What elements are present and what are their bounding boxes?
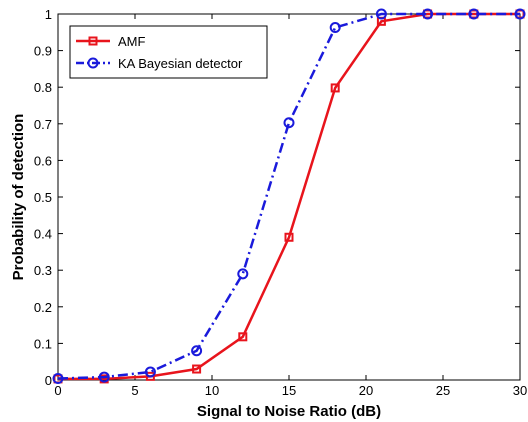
y-tick-label: 0.4	[34, 227, 52, 242]
y-tick-label: 0.1	[34, 336, 52, 351]
data-point	[98, 371, 110, 383]
y-axis-title: Probability of detection	[10, 114, 27, 281]
legend-item: KA Bayesian detector	[76, 56, 243, 71]
y-tick-label: 0.7	[34, 117, 52, 132]
data-point	[192, 364, 202, 374]
legend-item: AMF	[76, 34, 146, 49]
data-point	[329, 22, 341, 34]
y-tick-label: 0.2	[34, 300, 52, 315]
y-tick-label: 0.3	[34, 263, 52, 278]
data-point	[283, 117, 295, 129]
x-tick-label: 0	[54, 383, 61, 398]
x-tick-label: 10	[205, 383, 219, 398]
x-tick-label: 30	[513, 383, 527, 398]
x-tick-label: 20	[359, 383, 373, 398]
y-tick-label: 0	[45, 373, 52, 388]
y-tick-label: 0.9	[34, 44, 52, 59]
legend: AMF KA Bayesian detector	[69, 25, 268, 79]
legend-label: KA Bayesian detector	[118, 56, 243, 71]
series-layer	[52, 8, 526, 385]
x-tick-label: 15	[282, 383, 296, 398]
y-tick-label: 0.6	[34, 153, 52, 168]
legend-label: AMF	[118, 34, 146, 49]
legend-marker	[88, 36, 98, 46]
legend-marker	[87, 57, 99, 69]
series-line	[57, 12, 520, 380]
x-axis-title: Signal to Noise Ratio (dB)	[197, 403, 381, 420]
data-point	[468, 8, 480, 20]
data-point	[514, 8, 526, 20]
data-point	[238, 332, 248, 342]
data-point	[422, 8, 434, 20]
x-tick-label: 25	[436, 383, 450, 398]
data-point	[237, 268, 249, 280]
data-point	[52, 373, 64, 385]
data-point	[375, 8, 387, 20]
data-point	[330, 83, 340, 93]
data-point	[284, 232, 294, 242]
y-tick-label: 0.8	[34, 80, 52, 95]
data-point	[145, 371, 155, 381]
y-tick-label: 1	[45, 7, 52, 22]
data-point	[191, 345, 203, 357]
y-tick-label: 0.5	[34, 190, 52, 205]
axis-ticks: 0 5 10 15 20 25 30 0 0.1 0.2 0.3 0.4 0.5 0.6 0.7 0.8 0.9…	[34, 7, 527, 398]
series-1	[52, 8, 526, 385]
data-point	[144, 366, 156, 378]
x-tick-label: 5	[131, 383, 138, 398]
legend-box	[69, 25, 268, 79]
